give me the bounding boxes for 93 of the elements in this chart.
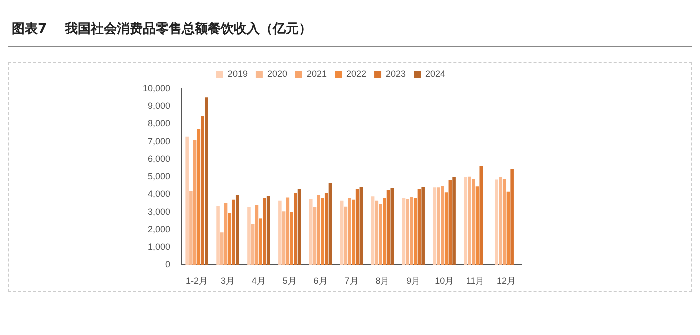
bar (266, 196, 270, 266)
bar (197, 129, 201, 266)
bar (263, 198, 266, 266)
bar (360, 186, 364, 266)
bar (324, 192, 328, 266)
y-tick-label: 6,000 (148, 154, 171, 164)
bar (348, 198, 352, 266)
bar (441, 186, 444, 266)
bar (402, 198, 406, 266)
bar (309, 199, 313, 266)
bar (328, 183, 332, 266)
bar (386, 190, 390, 266)
bar (383, 198, 386, 266)
x-tick-label: 8月 (376, 276, 390, 286)
bar (344, 206, 348, 266)
bar (278, 200, 282, 266)
bar (224, 203, 228, 266)
bar (321, 198, 324, 266)
bar (444, 192, 448, 266)
bar (410, 197, 414, 266)
chart-title: 图表7 我国社会消费品零售总额餐饮收入（亿元） (12, 20, 312, 38)
bar (232, 200, 236, 266)
x-tick-label: 4月 (252, 276, 266, 286)
y-tick-label: 0 (166, 260, 171, 270)
bar (201, 116, 204, 266)
bar (251, 224, 255, 266)
x-tick-label: 7月 (344, 276, 359, 286)
x-tick-label: 5月 (282, 276, 297, 286)
bar (472, 179, 476, 266)
bar (433, 188, 437, 266)
bar (422, 186, 425, 266)
x-tick-label: 1-2月 (186, 276, 208, 286)
bar (313, 207, 317, 266)
bar (352, 200, 356, 266)
bar (502, 179, 506, 266)
bar (356, 189, 360, 266)
x-tick-label: 11月 (466, 276, 485, 286)
bar (205, 98, 208, 266)
bar (375, 200, 379, 266)
bar (248, 207, 251, 266)
bar (255, 205, 259, 266)
x-tick-label: 9月 (406, 276, 421, 286)
bar (228, 213, 232, 266)
bar (290, 212, 294, 266)
x-tick-label: 3月 (220, 276, 235, 286)
x-tick-label: 12月 (497, 276, 516, 286)
y-tick-label: 2,000 (148, 224, 171, 234)
y-tick-label: 4,000 (148, 189, 171, 200)
y-tick-label: 8,000 (148, 118, 171, 129)
y-tick-label: 5,000 (148, 172, 171, 182)
bar (340, 200, 344, 266)
bar (286, 198, 290, 266)
bar (506, 192, 510, 266)
bar (236, 195, 240, 266)
bar (418, 189, 422, 266)
y-tick-label: 7,000 (148, 136, 171, 146)
bar (448, 180, 452, 266)
bar (468, 176, 472, 266)
bar (216, 206, 220, 266)
bar (186, 136, 189, 266)
y-tick-label: 9,000 (148, 101, 171, 112)
legend-label: 2023 (386, 68, 406, 79)
bar (499, 177, 502, 266)
bar (298, 189, 302, 266)
bar (476, 186, 480, 266)
y-tick-label: 10,000 (142, 83, 171, 94)
bar (452, 177, 456, 266)
legend-label: 2024 (426, 68, 446, 79)
legend-label: 2021 (306, 68, 328, 79)
bar (220, 232, 224, 266)
bar (495, 180, 498, 266)
bar (414, 198, 418, 266)
bar (464, 177, 468, 266)
bar (390, 188, 394, 266)
y-tick-label: 1,000 (148, 242, 171, 252)
legend-label: 2019 (228, 68, 248, 79)
legend-label: 2022 (346, 68, 367, 79)
bar (317, 195, 321, 266)
legend-label: 2020 (267, 68, 288, 79)
x-tick-label: 6月 (314, 276, 328, 286)
bar (282, 212, 286, 266)
bar (406, 199, 410, 266)
bar (480, 166, 484, 266)
bar (294, 193, 298, 266)
bar (379, 204, 382, 266)
x-tick-label: 10月 (435, 276, 454, 286)
y-tick-label: 3,000 (148, 206, 171, 217)
bar (259, 218, 262, 266)
bar (193, 140, 197, 266)
bar (437, 188, 440, 266)
bar (371, 196, 375, 266)
bar (510, 169, 514, 266)
bar (190, 191, 193, 266)
